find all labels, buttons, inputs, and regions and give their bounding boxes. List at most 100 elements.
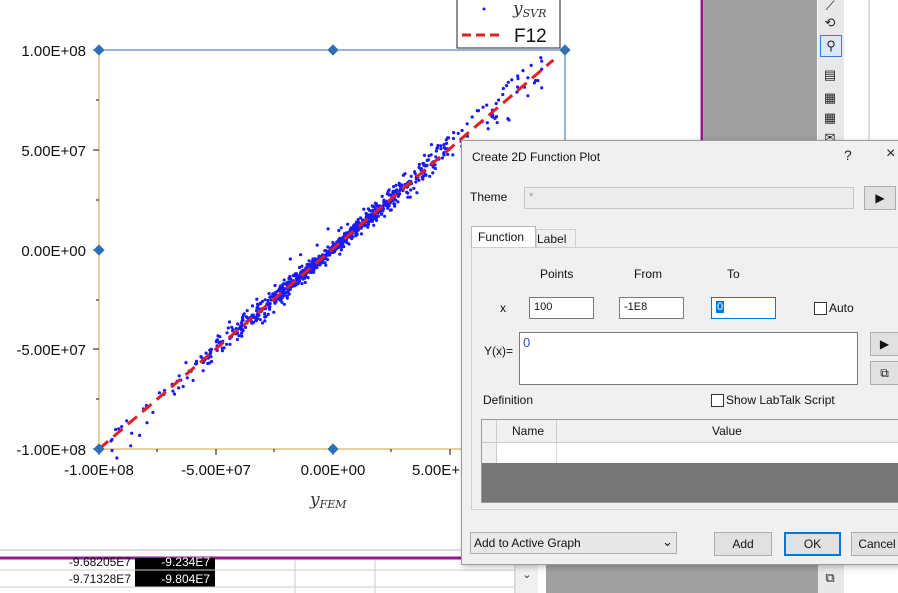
scatter-point [263, 312, 267, 316]
tab-function[interactable]: Function [471, 226, 536, 248]
scatter-point [540, 86, 544, 90]
scatter-point [401, 173, 405, 177]
screen-reader-tool-icon[interactable]: ⚲ [820, 35, 842, 57]
scatter-point [353, 226, 357, 230]
scatter-point [255, 312, 259, 316]
pencil-tool-icon[interactable]: ⟋ [825, 0, 835, 13]
yx-arrow-button[interactable]: ▶ [870, 332, 898, 356]
scatter-point [433, 166, 437, 171]
grid-layout-2-icon[interactable]: ▦ [823, 110, 837, 125]
selected-cell[interactable] [135, 570, 215, 587]
scatter-point [300, 264, 304, 268]
help-icon[interactable]: ? [844, 147, 852, 163]
close-icon[interactable]: × [886, 145, 896, 162]
scatter-point [485, 103, 489, 107]
scatter-point [206, 361, 210, 366]
envelope-icon[interactable]: ✉ [824, 130, 836, 145]
scatter-point [417, 165, 421, 170]
worksheet-scrollbar[interactable] [516, 562, 538, 593]
scatter-point [115, 456, 119, 460]
scatter-point [208, 352, 212, 356]
scatter-point [130, 431, 134, 435]
copy-icon[interactable]: ⧉ [825, 570, 835, 585]
scatter-point [506, 80, 510, 84]
show-labtalk-checkbox[interactable] [711, 394, 724, 407]
scatter-point [184, 361, 188, 365]
scatter-point [245, 309, 249, 313]
scatter-point [349, 226, 353, 230]
scatter-point [273, 301, 277, 305]
x-axis-title: yFEM [309, 490, 347, 511]
scatter-point [273, 283, 277, 288]
worksheet-cell[interactable]: -9.68205E7 [69, 555, 131, 569]
layer-tool-icon[interactable]: ▤ [823, 67, 837, 82]
scatter-point [417, 162, 421, 166]
theme-input[interactable]: * [524, 187, 854, 209]
scatter-point [225, 331, 229, 335]
scatter-point [393, 202, 397, 206]
grid-layout-icon[interactable]: ▦ [823, 90, 837, 105]
rescale-tool-icon[interactable]: ⟲ [824, 15, 836, 30]
definition-table[interactable]: Name Value [481, 419, 898, 503]
worksheet-cell[interactable]: -9.804E7 [161, 572, 210, 586]
x-tick-label: 5.00E+ [412, 462, 460, 479]
scatter-point [337, 228, 341, 233]
chevron-down-icon[interactable]: ⌄ [522, 569, 531, 581]
scatter-point [536, 79, 540, 83]
scatter-point [371, 204, 376, 208]
scatter-point [431, 165, 435, 169]
table-row[interactable] [482, 443, 898, 463]
scatter-point [532, 81, 537, 85]
yx-expression-input[interactable]: 0 [519, 332, 858, 385]
worksheet-cell[interactable]: -9.71328E7 [69, 572, 131, 586]
scatter-point [194, 359, 199, 363]
scatter-point [296, 277, 300, 281]
scatter-point [294, 273, 298, 278]
y-tick-label: 5.00E+07 [21, 143, 86, 160]
scatter-point [359, 216, 363, 220]
table-col-name: Name [512, 424, 545, 438]
scatter-point [447, 136, 451, 140]
theme-arrow-button[interactable]: ▶ [864, 186, 896, 210]
scatter-point [214, 340, 218, 344]
scatter-point [310, 270, 314, 275]
to-input[interactable]: 0 [711, 297, 776, 319]
scatter-point [337, 245, 341, 249]
ok-button[interactable]: OK [784, 532, 841, 556]
scatter-point [444, 138, 448, 142]
scatter-point [315, 264, 319, 268]
legend-box[interactable] [456, 0, 561, 49]
scatter-point [429, 143, 434, 147]
scatter-point [281, 282, 285, 286]
yx-expand-button[interactable]: ⧉ [870, 361, 898, 385]
scatter-point [366, 225, 370, 229]
scatter-point [444, 141, 449, 145]
scatter-point [157, 391, 161, 395]
worksheet-cell[interactable]: -9.234E7 [161, 555, 210, 569]
cancel-button[interactable]: Cancel [851, 532, 898, 556]
scatter-point [534, 78, 538, 83]
auto-checkbox[interactable] [814, 302, 827, 315]
scatter-point [387, 188, 391, 192]
from-input[interactable]: -1E8 [619, 297, 684, 319]
scatter-point [396, 200, 400, 204]
worksheet-area [0, 540, 545, 593]
scatter-point [420, 167, 424, 171]
scatter-point [427, 154, 431, 158]
selected-cell-top[interactable] [135, 558, 215, 570]
scatter-point [385, 192, 389, 196]
scatter-point [506, 117, 510, 121]
scatter-point [260, 299, 264, 304]
add-button[interactable]: Add [714, 532, 772, 556]
add-to-dropdown[interactable]: Add to Active Graph ⌄ [470, 532, 677, 554]
to-column-label: To [727, 267, 740, 281]
scatter-point [452, 131, 456, 135]
scatter-point [282, 302, 286, 306]
scatter-point [434, 149, 438, 153]
scatter-point [272, 310, 276, 314]
scatter-point [208, 348, 212, 352]
definition-label: Definition [483, 393, 534, 407]
points-input[interactable]: 100 [529, 297, 594, 319]
tab-label[interactable]: Label [536, 229, 576, 248]
scatter-point [428, 174, 432, 178]
